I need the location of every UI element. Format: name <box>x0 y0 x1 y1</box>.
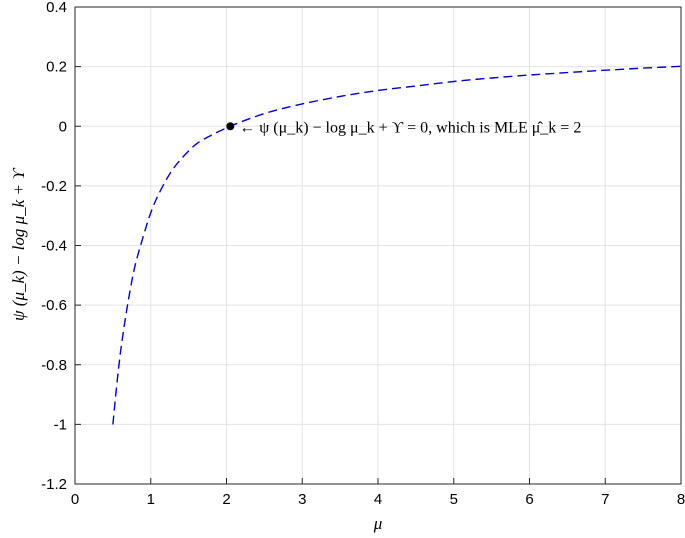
x-tick-label: 3 <box>298 491 306 508</box>
x-axis-ticks: 0 1 2 3 4 5 6 7 8 <box>71 478 685 508</box>
y-tick-label: -0.4 <box>41 238 67 255</box>
x-tick-label: 7 <box>601 491 609 508</box>
x-tick-label: 4 <box>374 491 382 508</box>
series-group <box>112 65 682 425</box>
x-tick-label: 2 <box>222 491 230 508</box>
annotation-text: ← ψ (μ_k) − log μ_k + ϒ = 0, which is ML… <box>239 119 581 136</box>
y-tick-label: 0 <box>59 118 67 135</box>
x-axis-label: μ <box>373 514 383 533</box>
y-axis-label: ψ (μ_k) − log μ_k + ϒ <box>9 167 28 321</box>
y-tick-label: -0.2 <box>41 178 67 195</box>
y-tick-label: -0.8 <box>41 357 67 374</box>
marker-group <box>226 122 235 131</box>
x-tick-label: 1 <box>147 491 155 508</box>
y-axis-ticks: -1.2 -1 -0.8 -0.6 -0.4 -0.2 0 0.2 0.4 <box>41 0 81 493</box>
y-tick-label: 0.2 <box>46 59 67 76</box>
x-tick-label: 8 <box>677 491 685 508</box>
y-tick-label: -1.2 <box>41 476 67 493</box>
x-tick-label: 6 <box>525 491 533 508</box>
y-tick-label: 0.4 <box>46 0 67 16</box>
mle-marker-point <box>226 122 235 131</box>
series-line <box>112 65 682 425</box>
x-tick-label: 0 <box>71 491 79 508</box>
x-tick-label: 5 <box>450 491 458 508</box>
y-tick-label: -0.6 <box>41 297 67 314</box>
y-tick-label: -1 <box>54 416 67 433</box>
